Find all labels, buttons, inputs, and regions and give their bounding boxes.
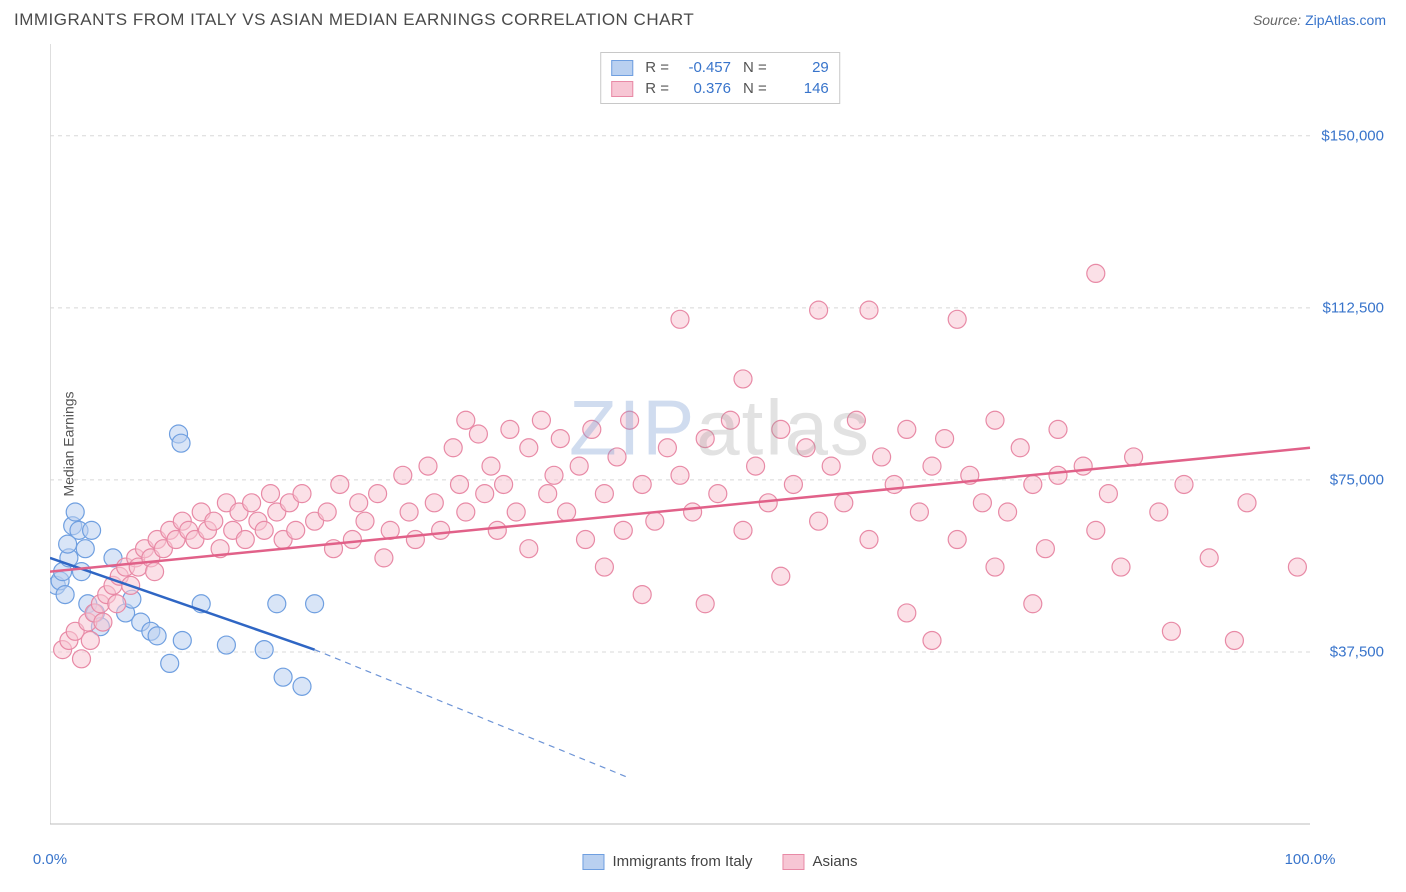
source-label: Source:	[1253, 12, 1305, 28]
legend-item: Asians	[783, 853, 858, 870]
chart-source: Source: ZipAtlas.com	[1253, 12, 1386, 28]
x-tick-label: 0.0%	[33, 851, 67, 868]
stat-r-label: R =	[645, 59, 669, 76]
legend-swatch	[582, 854, 604, 870]
legend-label: Immigrants from Italy	[612, 853, 752, 870]
x-tick-label: 100.0%	[1285, 851, 1336, 868]
stat-r-label: R =	[645, 80, 669, 97]
stat-n-value: 146	[775, 80, 829, 97]
series-legend: Immigrants from Italy Asians	[582, 853, 857, 870]
stat-n-label: N =	[743, 59, 767, 76]
stat-r-value: 0.376	[677, 80, 731, 97]
stat-r-value: -0.457	[677, 59, 731, 76]
correlation-legend: R = -0.457 N = 29 R = 0.376 N = 146	[600, 52, 840, 104]
chart-area: Median Earnings R =-0.457N =29R =0.376N …	[50, 44, 1390, 844]
chart-header: IMMIGRANTS FROM ITALY VS ASIAN MEDIAN EA…	[0, 0, 1406, 36]
legend-swatch	[783, 854, 805, 870]
legend-stat-row: R = -0.457 N = 29	[611, 57, 829, 78]
legend-swatch	[611, 60, 633, 76]
scatter-plot	[50, 44, 1390, 844]
y-tick-label: $112,500	[1323, 299, 1384, 316]
stat-n-label: N =	[743, 80, 767, 97]
chart-title: IMMIGRANTS FROM ITALY VS ASIAN MEDIAN EA…	[14, 10, 694, 30]
y-tick-label: $150,000	[1321, 127, 1384, 144]
legend-item: Immigrants from Italy	[582, 853, 752, 870]
y-tick-label: $37,500	[1330, 643, 1384, 660]
legend-label: Asians	[813, 853, 858, 870]
stat-n-value: 29	[775, 59, 829, 76]
source-link[interactable]: ZipAtlas.com	[1305, 12, 1386, 28]
legend-swatch	[611, 81, 633, 97]
legend-stat-row: R = 0.376 N = 146	[611, 78, 829, 99]
y-tick-label: $75,000	[1330, 471, 1384, 488]
